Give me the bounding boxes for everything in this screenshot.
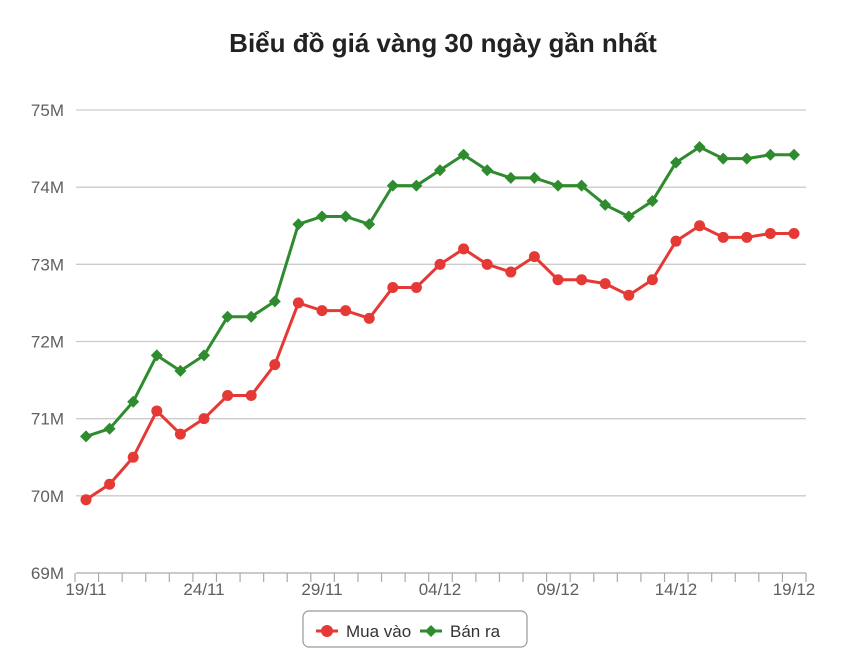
data-point[interactable] — [316, 210, 328, 223]
data-point[interactable] — [552, 274, 564, 286]
data-point[interactable] — [740, 152, 753, 165]
data-point[interactable] — [269, 359, 281, 371]
y-tick-label: 69M — [31, 564, 64, 583]
x-tick-label: 14/12 — [655, 580, 698, 599]
data-point[interactable] — [599, 278, 611, 290]
legend-label: Mua vào — [346, 622, 411, 641]
data-point[interactable] — [622, 210, 635, 223]
data-point[interactable] — [222, 390, 234, 402]
data-point[interactable] — [268, 295, 281, 308]
data-point[interactable] — [741, 231, 753, 243]
data-point[interactable] — [339, 210, 352, 223]
legend-label: Bán ra — [450, 622, 501, 641]
data-point[interactable] — [80, 430, 92, 443]
data-point[interactable] — [198, 349, 210, 362]
data-point[interactable] — [363, 218, 376, 231]
data-point[interactable] — [717, 152, 730, 165]
series-layer — [80, 141, 800, 506]
series-line — [85, 145, 794, 438]
y-tick-label: 70M — [31, 487, 64, 506]
data-point[interactable] — [717, 231, 729, 243]
data-point[interactable] — [245, 390, 257, 402]
y-tick-label: 75M — [31, 101, 64, 120]
data-point[interactable] — [387, 281, 399, 293]
data-point[interactable] — [150, 349, 163, 362]
y-tick-label: 72M — [31, 333, 64, 352]
data-point[interactable] — [174, 364, 187, 377]
data-point[interactable] — [245, 310, 258, 323]
series-1 — [80, 220, 800, 506]
data-point[interactable] — [552, 179, 564, 192]
data-point[interactable] — [151, 405, 163, 417]
legend[interactable]: Mua vào Bán ra — [302, 610, 528, 648]
data-point[interactable] — [481, 164, 494, 177]
data-point[interactable] — [504, 171, 517, 184]
y-axis-ticks: 69M 70M 71M 72M 73M 74M 75M — [31, 101, 64, 583]
data-point[interactable] — [174, 428, 186, 440]
data-point[interactable] — [386, 179, 399, 192]
y-tick-label: 74M — [31, 178, 64, 197]
data-point[interactable] — [693, 141, 706, 154]
y-tick-label: 71M — [31, 410, 64, 429]
data-point[interactable] — [434, 164, 446, 177]
data-point[interactable] — [410, 281, 422, 293]
grid-lines — [76, 109, 806, 497]
data-point[interactable] — [316, 305, 328, 317]
legend-item-1[interactable]: Mua vào — [316, 622, 411, 641]
data-point[interactable] — [694, 220, 706, 232]
data-point[interactable] — [340, 305, 352, 317]
x-tick-label: 09/12 — [537, 580, 580, 599]
data-point[interactable] — [221, 310, 234, 323]
data-point[interactable] — [764, 227, 776, 239]
x-tick-label: 19/12 — [773, 580, 816, 599]
data-point[interactable] — [292, 297, 304, 309]
data-point[interactable] — [458, 243, 470, 255]
x-tick-label: 24/11 — [183, 580, 224, 599]
data-point[interactable] — [292, 218, 305, 231]
chart-title: Biểu đồ giá vàng 30 ngày gần nhất — [229, 28, 657, 58]
data-point[interactable] — [434, 258, 446, 270]
data-point[interactable] — [528, 251, 540, 263]
data-point[interactable] — [788, 148, 800, 161]
data-point[interactable] — [127, 395, 140, 408]
data-point[interactable] — [646, 195, 659, 208]
data-point[interactable] — [104, 478, 116, 490]
x-axis: 19/11 24/11 29/11 04/12 09/12 14/12 19/12 — [65, 572, 816, 599]
legend-box — [302, 610, 528, 648]
data-point[interactable] — [103, 422, 116, 435]
data-point[interactable] — [127, 451, 139, 463]
legend-item-2[interactable]: Bán ra — [420, 622, 501, 641]
data-point[interactable] — [505, 266, 517, 278]
series-2 — [80, 141, 800, 443]
data-point[interactable] — [576, 274, 588, 286]
data-point[interactable] — [646, 274, 658, 286]
data-point[interactable] — [528, 171, 541, 184]
legend-marker-diamond — [425, 625, 437, 637]
data-point[interactable] — [410, 179, 423, 192]
data-point[interactable] — [80, 494, 92, 506]
data-point[interactable] — [764, 148, 777, 161]
data-point[interactable] — [457, 148, 470, 161]
legend-marker-circle — [321, 625, 333, 637]
data-point[interactable] — [363, 312, 375, 324]
data-point[interactable] — [599, 198, 612, 211]
data-point[interactable] — [670, 156, 682, 169]
y-tick-label: 73M — [31, 255, 64, 274]
data-point[interactable] — [670, 235, 682, 247]
data-point[interactable] — [575, 179, 588, 192]
data-point[interactable] — [788, 227, 800, 239]
x-tick-label: 19/11 — [65, 580, 106, 599]
x-tick-label: 29/11 — [301, 580, 342, 599]
data-point[interactable] — [481, 258, 493, 270]
data-point[interactable] — [198, 413, 210, 425]
data-point[interactable] — [623, 289, 635, 301]
x-tick-label: 04/12 — [419, 580, 462, 599]
